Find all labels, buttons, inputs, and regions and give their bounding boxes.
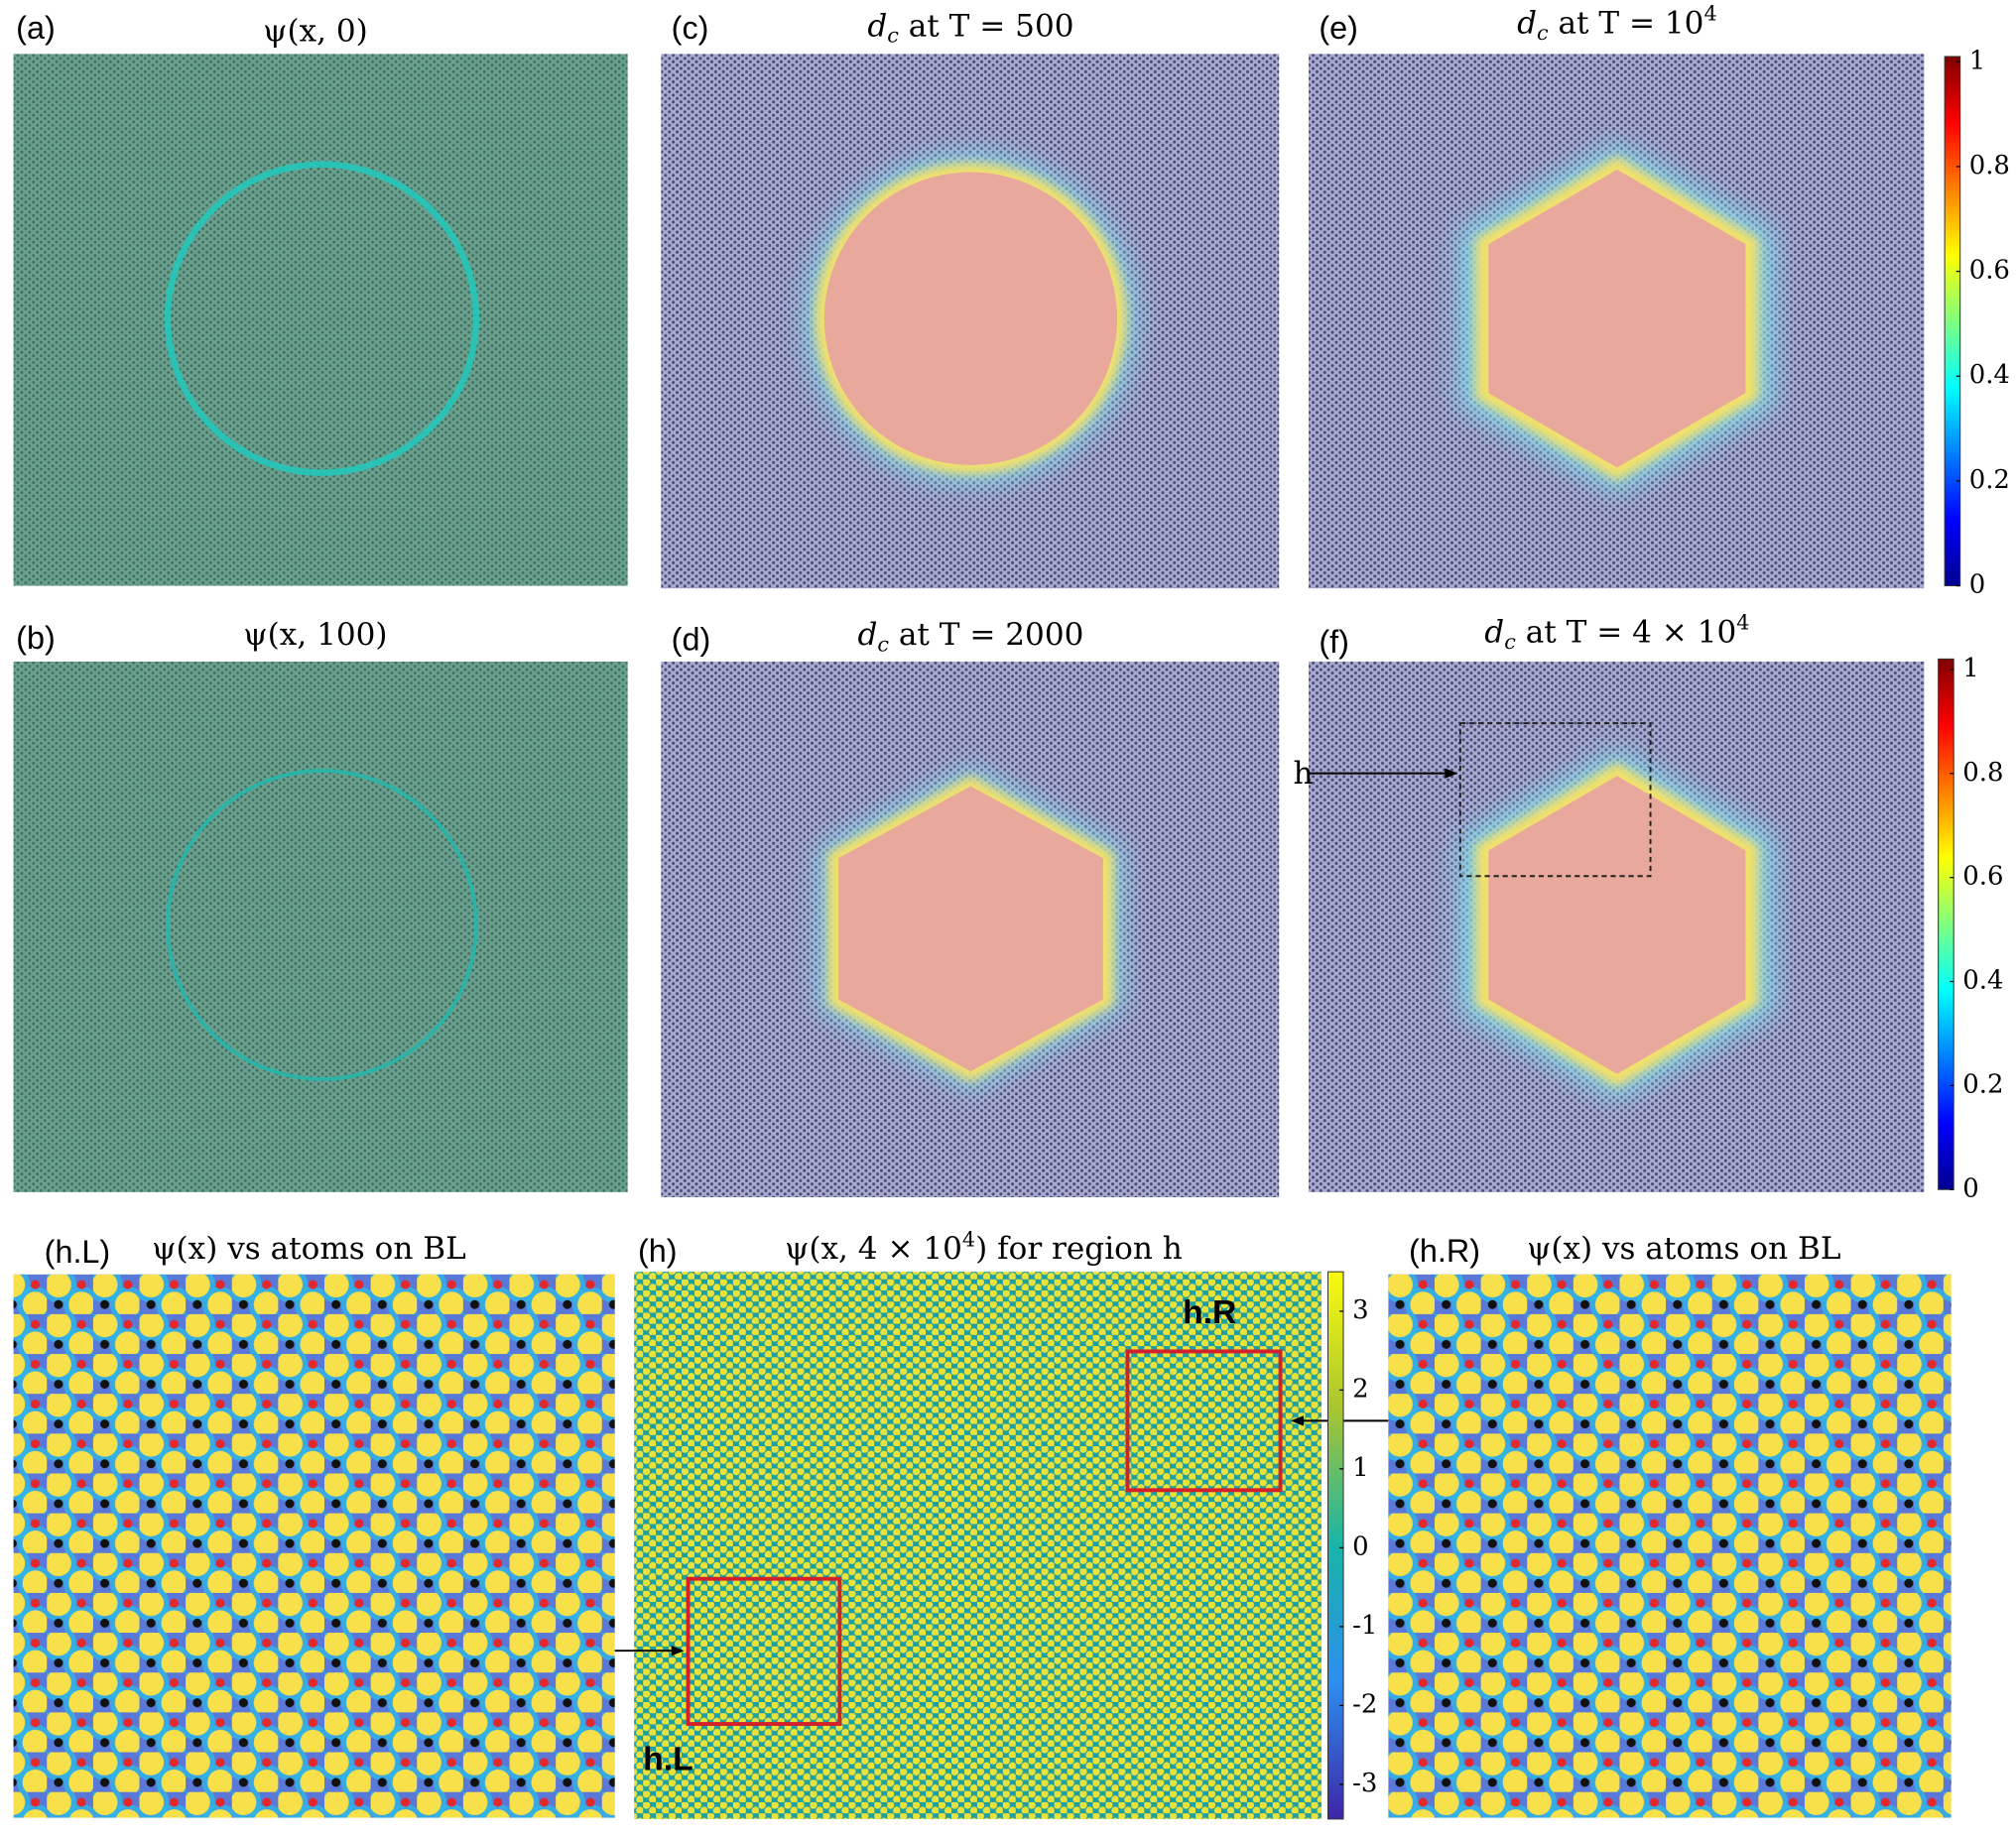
panel-label: (h.R) <box>1409 1233 1480 1269</box>
title-text: ψ(x, 0) <box>263 13 368 49</box>
field-image <box>13 1274 615 1818</box>
colorbar-tick-label: 0.6 <box>1962 862 2003 892</box>
panel-title: ψ(x) vs atoms on BL <box>1527 1231 1841 1267</box>
title-symbol: d <box>1517 6 1537 42</box>
colorbar-tick-label: 3 <box>1352 1295 1368 1325</box>
panel-label: (c) <box>672 10 709 46</box>
panel-title: ψ(x, 4 × 104) for region h <box>785 1227 1183 1267</box>
colorbar <box>1326 1271 1344 1820</box>
panel-title: dc at T = 500 <box>867 8 1073 47</box>
title-sub: c <box>1504 630 1516 654</box>
region-box <box>1125 1349 1283 1493</box>
colorbar-tick-label: 0.4 <box>1962 966 2003 996</box>
panel-label: (e) <box>1319 10 1358 46</box>
arrow-head <box>1445 768 1458 779</box>
panel-label: (f) <box>1319 624 1349 660</box>
title-sub: c <box>887 24 899 48</box>
colorbar-tick-label: 0 <box>1352 1531 1368 1561</box>
title-symbol: d <box>867 8 887 44</box>
annotation: h.R <box>1183 1294 1236 1331</box>
title-text: ψ(x) vs atoms on BL <box>1527 1231 1841 1267</box>
title-sub: c <box>877 633 889 657</box>
annotation: h <box>1294 756 1314 792</box>
arrow-head <box>1290 1415 1304 1426</box>
title-text: ψ(x, 4 × 10 <box>785 1231 962 1267</box>
panel-label: (a) <box>16 10 56 46</box>
region <box>1488 169 1746 468</box>
panel-title: dc at T = 4 × 104 <box>1484 611 1749 654</box>
colorbar-tick-label: 0.8 <box>1969 151 2010 181</box>
title-sup: 4 <box>962 1227 975 1251</box>
colorbar-tick-label: 0.4 <box>1969 360 2010 390</box>
title-sup: 4 <box>1736 611 1749 635</box>
ring <box>166 769 478 1081</box>
panel-title: ψ(x, 100) <box>243 617 387 653</box>
title-sub: c <box>1537 21 1549 45</box>
colorbar-tick-label: -1 <box>1352 1611 1377 1641</box>
title-tail: ) for region h <box>975 1231 1183 1267</box>
title-text: ψ(x) vs atoms on BL <box>152 1231 466 1267</box>
colorbar-tick-label: 2 <box>1352 1374 1368 1404</box>
title-symbol: d <box>857 617 877 653</box>
colorbar-tick-label: 0.2 <box>1969 465 2010 495</box>
field-image <box>1388 1274 1952 1818</box>
panel-title: ψ(x) vs atoms on BL <box>152 1231 466 1267</box>
field-image <box>13 54 628 586</box>
panel-label: (h.L) <box>45 1234 111 1270</box>
colorbar-tick-label: 1 <box>1969 46 1985 75</box>
region <box>823 172 1118 465</box>
colorbar-tick-label: 1 <box>1352 1453 1368 1483</box>
region <box>838 786 1103 1072</box>
title-text: at T = 2000 <box>889 617 1083 653</box>
title-text: at T = 10 <box>1549 6 1704 42</box>
title-text: ψ(x, 100) <box>243 617 387 653</box>
colorbar-tick-label: 0 <box>1969 570 1985 600</box>
colorbar-tick-label: 0.8 <box>1962 758 2003 788</box>
panel-label: (h) <box>638 1233 678 1269</box>
panel-label: (d) <box>672 621 711 657</box>
panel-label: (b) <box>16 620 56 656</box>
colorbar-tick-label: -2 <box>1352 1689 1377 1719</box>
title-sup: 4 <box>1703 2 1716 26</box>
field-image <box>634 1272 1323 1819</box>
panel-title: ψ(x, 0) <box>263 13 368 49</box>
colorbar-tick-label: 1 <box>1962 654 1978 683</box>
colorbar-tick-label: 0 <box>1962 1173 1978 1203</box>
colorbar-tick-label: 0.6 <box>1969 256 2010 286</box>
panel-title: dc at T = 2000 <box>857 617 1083 656</box>
colorbar <box>1938 658 1954 1190</box>
panel-title: dc at T = 104 <box>1517 2 1717 45</box>
region-box <box>1458 722 1652 878</box>
title-symbol: d <box>1484 615 1504 651</box>
region-box <box>686 1576 842 1726</box>
colorbar-tick-label: 0.2 <box>1962 1069 2003 1099</box>
colorbar <box>1944 56 1961 587</box>
region <box>1488 776 1746 1074</box>
arrow-head <box>671 1646 685 1656</box>
field-image <box>13 661 628 1192</box>
title-text: at T = 4 × 10 <box>1516 615 1736 651</box>
colorbar-tick-label: -3 <box>1352 1769 1377 1798</box>
annotation: h.L <box>643 1742 693 1778</box>
ring <box>164 161 480 476</box>
title-text: at T = 500 <box>899 8 1074 44</box>
